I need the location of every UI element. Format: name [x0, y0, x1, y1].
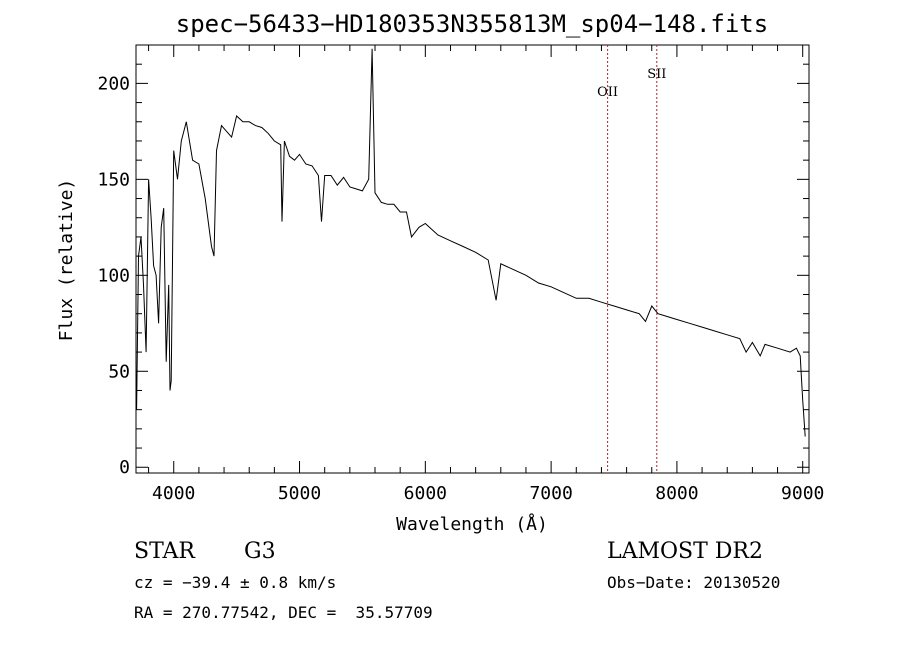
reference-line-label: OII — [597, 85, 618, 100]
x-tick-label: 6000 — [404, 483, 447, 504]
object-class: STAR — [134, 539, 195, 564]
y-tick-label: 50 — [108, 361, 130, 382]
y-tick-label: 0 — [119, 457, 130, 478]
plot-frame — [135, 44, 810, 474]
spectrum-line — [136, 48, 806, 437]
object-subclass: G3 — [244, 539, 276, 564]
plot-area: 4000 5000 6000 7000 8000 9000 0 50 100 150 200 OII S… — [97, 44, 824, 504]
x-tick-label: 8000 — [655, 483, 698, 504]
y-tick-label: 200 — [97, 73, 130, 94]
chart-title: spec−56433−HD180353N355813M_sp04−148.fit… — [176, 10, 768, 38]
obs-date-text: Obs−Date: 20130520 — [607, 573, 781, 592]
y-tick-label: 100 — [97, 265, 130, 286]
reference-line-label: SII — [647, 67, 666, 82]
y-tick-label: 150 — [97, 169, 130, 190]
survey-label: LAMOST DR2 — [607, 539, 763, 564]
x-tick-label: 4000 — [152, 483, 195, 504]
coordinates-text: RA = 270.77542, DEC = 35.57709 — [134, 603, 433, 622]
x-tick-label: 5000 — [278, 483, 321, 504]
x-tick-label: 9000 — [781, 483, 824, 504]
x-tick-label: 7000 — [529, 483, 572, 504]
y-axis-label: Flux (relative) — [56, 179, 77, 342]
redshift-text: cz = −39.4 ± 0.8 km/s — [134, 573, 337, 592]
x-axis-label: Wavelength (Å) — [396, 513, 548, 535]
